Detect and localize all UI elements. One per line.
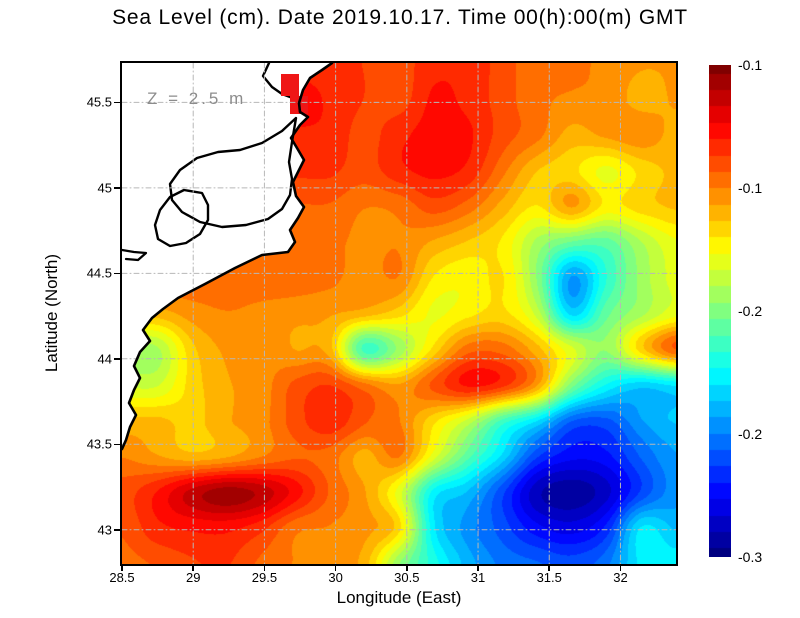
map-overlay [122,63,676,564]
y-tick-mark [114,272,120,275]
y-tick-label: 43 [97,522,112,538]
colorbar-tick-label: -0.1 [738,57,763,73]
x-tick-mark [477,565,479,571]
x-tick-mark [192,565,194,571]
x-tick-mark [548,565,550,571]
y-tick-mark [114,443,120,446]
colorbar-tick-label: -0.2 [738,303,763,319]
y-tick-label: 45 [97,180,112,196]
x-tick-label: 32 [613,570,628,585]
y-tick-mark [114,358,120,360]
edge-coast-mark [122,248,148,262]
y-tick-label: 44.5 [86,265,112,281]
x-tick-mark [121,565,123,571]
colorbar-tick-label: -0.2 [738,426,763,442]
colorbar [709,65,731,557]
coastline [122,63,334,451]
colorbar-tick-label: -0.1 [738,180,763,196]
chart-title: Sea Level (cm). Date 2019.10.17. Time 00… [112,6,688,29]
x-tick-label: 29.5 [251,570,278,585]
x-tick-label: 31.5 [536,570,562,585]
x-tick-label: 30.5 [394,570,420,585]
x-tick-label: 28.5 [109,570,135,585]
y-tick-mark [114,187,120,189]
x-tick-label: 30 [328,570,343,585]
y-axis-label: Latitude (North) [42,253,61,373]
depth-annotation: Z = 2.5 m [147,89,247,108]
y-tick-label: 44 [97,351,112,367]
x-tick-label: 29 [185,570,201,585]
x-tick-mark [406,565,408,571]
lake-contour [153,188,210,248]
y-tick-label: 43.5 [86,436,112,452]
y-tick-label: 45.5 [86,94,112,110]
x-tick-mark [619,565,622,571]
land-mask [122,63,332,449]
lagoon-contour [168,116,298,229]
colorbar-tick-label: -0.3 [738,549,763,565]
x-tick-mark [334,565,337,571]
x-axis-label: Longitude (East) [336,588,462,607]
x-tick-label: 31 [470,570,486,585]
x-tick-mark [263,565,266,571]
map-plot-area: Z = 2.5 m [120,61,678,566]
red-anomaly-patch [281,74,308,114]
y-tick-mark [114,529,120,531]
y-tick-mark [114,101,120,104]
